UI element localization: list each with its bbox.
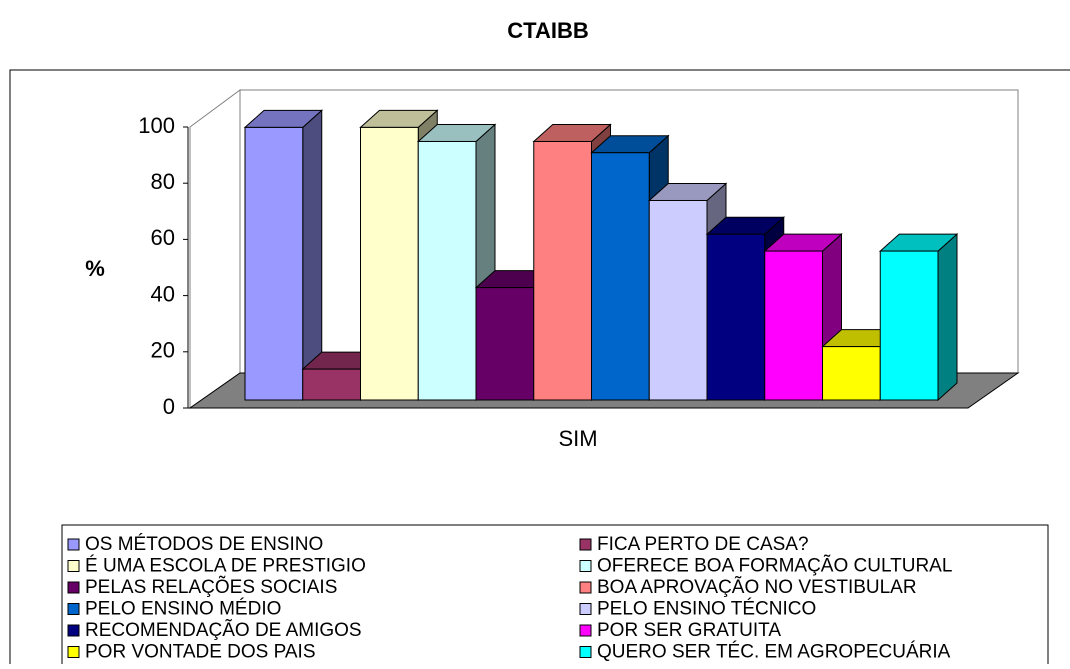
legend-label: QUERO SER TÉC. EM AGROPECUÁRIA (597, 642, 951, 663)
y-tick-label: 20 (151, 338, 175, 363)
legend-label: FICA PERTO DE CASA? (597, 534, 809, 555)
legend-swatch (579, 560, 592, 572)
legend-swatch (579, 581, 592, 594)
bar (822, 346, 881, 401)
y-tick-label: 100 (138, 113, 175, 138)
legend-swatch (579, 624, 592, 637)
legend-label: POR SER GRATUITA (597, 620, 781, 641)
chart-title: CTAIBB (507, 18, 588, 43)
legend-swatch (67, 646, 80, 658)
legend-label: POR VONTADE DOS PAIS (85, 642, 316, 663)
bar (302, 368, 361, 401)
bar (475, 287, 535, 401)
bar (879, 250, 939, 401)
legend-label: OFERECE BOA FORMAÇÃO CULTURAL (597, 555, 952, 577)
legend-swatch (67, 538, 80, 551)
bar (591, 152, 650, 401)
bar-side (937, 232, 958, 402)
bar (533, 140, 592, 401)
legend-swatch (579, 646, 592, 658)
legend-label: BOA APROVAÇÃO NO VESTIBULAR (597, 576, 917, 598)
legend-swatch (67, 603, 80, 615)
y-tick-label: 40 (151, 281, 175, 306)
legend-swatch (579, 538, 592, 551)
bar (244, 126, 304, 401)
legend-swatch (67, 560, 80, 572)
bar (764, 250, 823, 401)
legend-label: RECOMENDAÇÃO DE AMIGOS (85, 619, 362, 641)
legend-label: PELO ENSINO MÉDIO (85, 599, 281, 620)
legend-label: É UMA ESCOLA DE PRESTIGIO (85, 556, 366, 577)
legend-swatch (67, 624, 80, 637)
legend-label: OS MÉTODOS DE ENSINO (85, 534, 323, 555)
legend-swatch (579, 603, 592, 615)
y-axis-label: % (85, 256, 105, 281)
bar (417, 140, 477, 401)
x-tick-label: SIM (558, 426, 597, 451)
legend-label: PELAS RELAÇÕES SOCIAIS (85, 576, 337, 598)
y-tick-label: 60 (151, 225, 175, 250)
legend-swatch (67, 581, 80, 594)
legend-box (61, 524, 1049, 669)
y-tick-label: 0 (163, 394, 175, 419)
bar (706, 233, 766, 401)
legend-label: PELO ENSINO TÉCNICO (597, 599, 816, 620)
bar (648, 199, 708, 401)
bar (360, 126, 419, 401)
side-wall (189, 89, 241, 409)
y-tick-label: 80 (151, 169, 175, 194)
chart-border (9, 69, 1070, 669)
